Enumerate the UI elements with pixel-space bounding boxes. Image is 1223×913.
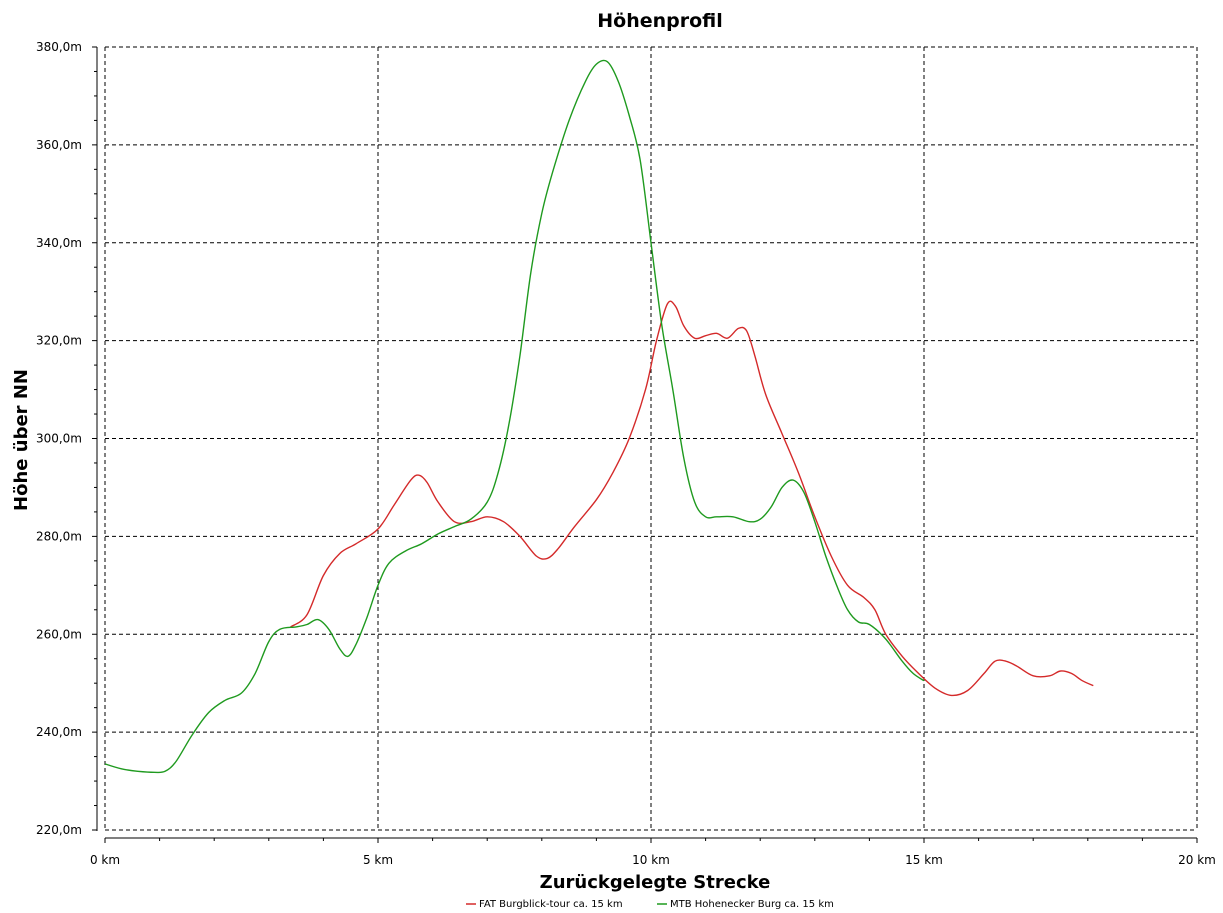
legend-label-mtb: MTB Hohenecker Burg ca. 15 km [670,899,834,910]
x-tick-label: 10 km [632,853,670,867]
y-axis-title: Höhe über NN [11,369,32,511]
x-tick-label: 20 km [1178,853,1216,867]
y-tick-label: 260,0m [36,627,82,641]
series-lines [104,59,1094,774]
y-tick-label: 380,0m [36,40,82,54]
y-tick-label: 300,0m [36,432,82,446]
x-tick-label: 5 km [363,853,393,867]
x-axis-title: Zurückgelegte Strecke [540,872,771,893]
chart-title: Höhenprofil [597,10,723,32]
y-tick-label: 340,0m [36,236,82,250]
y-tick-label: 240,0m [36,725,82,739]
legend: FAT Burgblick-tour ca. 15 km MTB Hohenec… [466,899,834,910]
y-tick-label: 360,0m [36,138,82,152]
series-line-fat-burgblick [290,300,1094,697]
tick-labels: 220,0m 240,0m 260,0m 280,0m 300,0m 320,0m 340,… [36,40,1216,867]
legend-label-fat: FAT Burgblick-tour ca. 15 km [479,899,623,910]
grid [104,46,1198,831]
x-tick-label: 15 km [905,853,943,867]
y-tick-label: 320,0m [36,334,82,348]
axes [92,46,1198,843]
y-tick-label: 280,0m [36,529,82,543]
y-tick-label: 220,0m [36,823,82,837]
x-tick-label: 0 km [90,853,120,867]
series-line-mtb-hohenecker [104,59,925,774]
